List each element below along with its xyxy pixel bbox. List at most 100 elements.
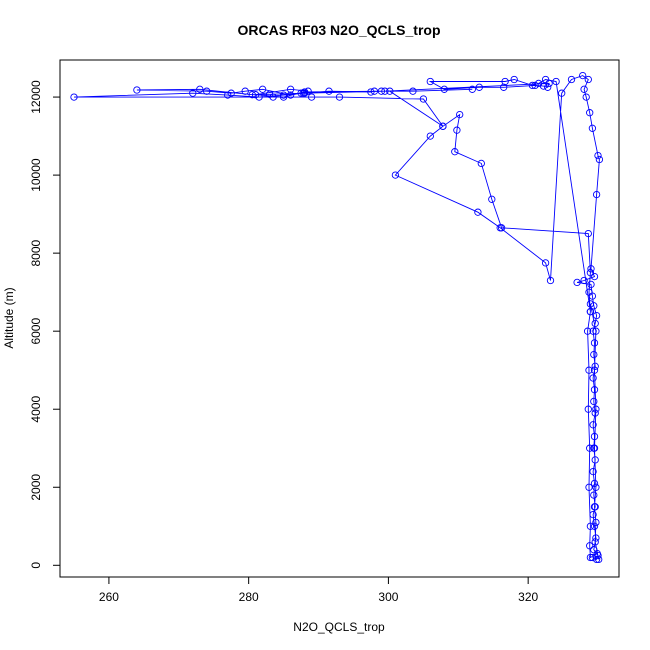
data-point (286, 91, 295, 99)
data-point (70, 93, 78, 101)
data-point (453, 126, 461, 134)
data-point (586, 109, 594, 117)
data-point (531, 81, 539, 90)
data-point (286, 85, 295, 93)
data-point (528, 81, 537, 90)
data-point (133, 86, 141, 94)
data-point (224, 91, 232, 99)
data-point (580, 276, 588, 285)
data-point (297, 89, 305, 97)
y-tick-label: 4000 (29, 396, 43, 423)
data-point (488, 195, 496, 203)
data-point (584, 75, 592, 84)
y-tick-label: 2000 (29, 474, 43, 501)
data-point (241, 87, 249, 95)
data-point (586, 553, 595, 562)
x-tick-label: 280 (239, 590, 259, 604)
data-point (580, 85, 588, 93)
y-tick-label: 8000 (29, 239, 43, 266)
y-tick-label: 12000 (29, 80, 43, 114)
data-point (590, 444, 599, 452)
series-line (73, 75, 600, 561)
data-point (587, 280, 595, 289)
data-point (552, 77, 560, 86)
data-point (592, 518, 600, 527)
data-point (586, 269, 595, 277)
data-point (587, 265, 595, 273)
data-point (419, 95, 428, 103)
data-point (258, 85, 267, 93)
data-point (592, 190, 601, 199)
data-point (591, 538, 599, 546)
data-point (582, 93, 590, 101)
x-tick-label: 300 (378, 590, 398, 604)
plot-frame (59, 59, 620, 578)
data-point (591, 362, 599, 370)
data-point (585, 483, 593, 491)
data-point (590, 432, 599, 441)
data-point (500, 83, 508, 91)
data-point (584, 405, 592, 413)
y-tick-label: 10000 (29, 158, 43, 192)
data-point (325, 87, 333, 95)
y-axis: 0 2000 4000 6000 8000 10000 12000 (29, 80, 61, 569)
data-point (590, 350, 598, 359)
data-point (567, 75, 576, 84)
data-point (585, 288, 593, 296)
data-point (307, 93, 316, 101)
data-point (586, 300, 595, 308)
data-point (227, 89, 235, 97)
data-point (592, 534, 600, 542)
data-point (497, 224, 506, 232)
data-point (588, 124, 597, 132)
data-point (592, 311, 601, 320)
x-tick-label: 260 (99, 590, 119, 604)
data-point (589, 510, 597, 519)
data-point (589, 374, 597, 382)
x-axis: 260 280 300 320 (99, 576, 538, 604)
y-tick-label: 0 (29, 562, 43, 569)
data-point (279, 93, 288, 101)
data-point (541, 259, 550, 267)
data-point (475, 83, 483, 91)
data-point (304, 87, 312, 95)
data-point (589, 421, 597, 429)
data-point (583, 327, 592, 335)
data-point (592, 327, 600, 335)
data-point (391, 171, 400, 179)
data-point (595, 555, 603, 564)
x-axis-label: N2O_QCLS_trop (293, 620, 385, 634)
data-point (590, 491, 598, 499)
data-point (595, 155, 604, 164)
data-point (300, 88, 309, 96)
data-point (386, 87, 394, 95)
data-point (558, 89, 566, 97)
data-point (451, 148, 459, 156)
data-point (586, 444, 594, 452)
data-point (370, 87, 379, 95)
data-point (409, 87, 417, 95)
data-point (591, 409, 599, 417)
data-point (510, 75, 518, 84)
data-point (546, 276, 555, 285)
y-axis-label: Altitude (m) (2, 287, 16, 348)
data-point (590, 366, 599, 374)
data-point (426, 132, 434, 140)
data-point (589, 467, 597, 476)
data-point (189, 89, 197, 97)
data-point (594, 151, 602, 160)
data-point (592, 405, 600, 413)
chart-title: ORCAS RF03 N2O_QCLS_trop (237, 22, 440, 38)
data-point (377, 87, 386, 95)
data-point (426, 77, 434, 86)
data-point (590, 272, 599, 281)
data-point (279, 91, 288, 99)
data-point (590, 479, 599, 488)
data-point (590, 503, 599, 511)
data-point (439, 122, 447, 130)
data-point (248, 91, 256, 99)
data-point (586, 308, 595, 316)
data-point (456, 110, 464, 119)
data-point (590, 386, 599, 394)
